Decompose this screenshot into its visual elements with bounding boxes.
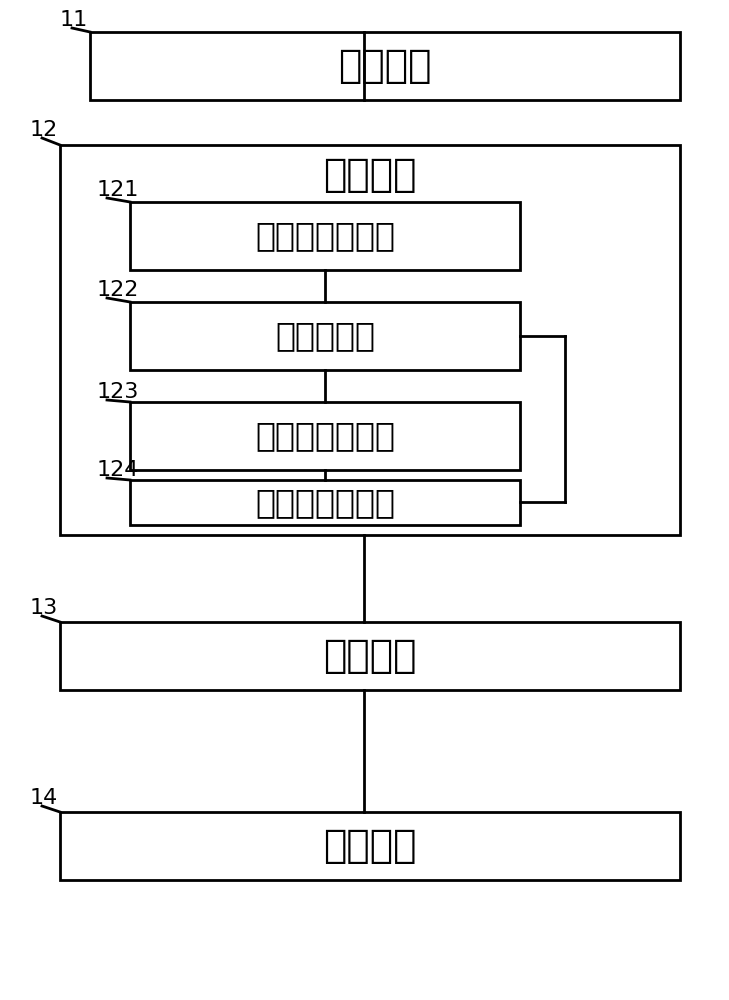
Bar <box>90 32 680 100</box>
Text: 14: 14 <box>30 788 58 808</box>
Text: 124: 124 <box>97 460 139 480</box>
Bar <box>130 202 520 270</box>
Bar <box>60 622 680 690</box>
Text: 第三生成子单元: 第三生成子单元 <box>255 486 395 519</box>
Text: 123: 123 <box>97 382 139 402</box>
Text: 第二生成子单元: 第二生成子单元 <box>255 420 395 452</box>
Bar <box>130 402 520 470</box>
Bar <box>130 480 520 525</box>
Bar <box>60 145 680 535</box>
Text: 121: 121 <box>97 180 139 200</box>
Text: 释放单元: 释放单元 <box>323 827 417 865</box>
Bar <box>130 302 520 370</box>
Text: 生成单元: 生成单元 <box>323 156 417 194</box>
Text: 122: 122 <box>97 280 139 300</box>
Text: 接收单元: 接收单元 <box>338 47 432 85</box>
Text: 12: 12 <box>30 120 58 140</box>
Text: 13: 13 <box>30 598 58 618</box>
Text: 判断子单元: 判断子单元 <box>275 320 375 353</box>
Text: 11: 11 <box>60 10 88 30</box>
Bar <box>60 812 680 880</box>
Text: 判断单元: 判断单元 <box>323 637 417 675</box>
Text: 第一生成子单元: 第一生成子单元 <box>255 220 395 252</box>
